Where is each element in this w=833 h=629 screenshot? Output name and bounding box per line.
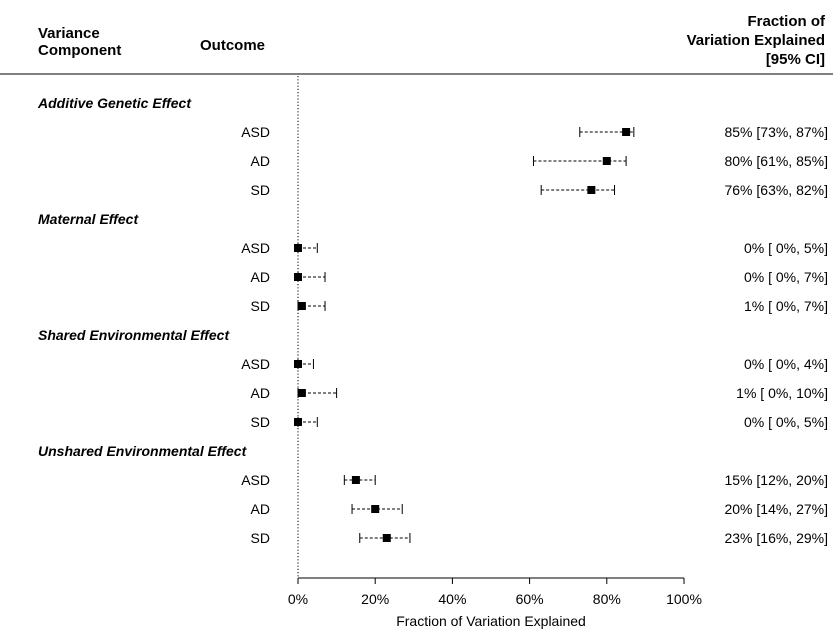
value-label: 0% [ 0%, 5%] [744, 240, 828, 256]
group-label: Additive Genetic Effect [37, 95, 192, 111]
group-label: Unshared Environmental Effect [38, 443, 248, 459]
outcome-label: AD [251, 153, 270, 169]
header-outcome-label: Outcome [200, 37, 265, 54]
value-label: 1% [ 0%, 10%] [736, 385, 828, 401]
x-axis-label: Fraction of Variation Explained [396, 613, 586, 629]
value-label: 20% [14%, 27%] [724, 501, 828, 517]
outcome-label: ASD [241, 356, 270, 372]
table-header: Variance Component Outcome Fraction of V… [38, 13, 826, 68]
outcome-label: AD [251, 501, 270, 517]
point-estimate [382, 534, 391, 542]
value-label: 0% [ 0%, 4%] [744, 356, 828, 372]
x-tick-label: 40% [438, 591, 466, 607]
value-label: 80% [61%, 85%] [724, 153, 828, 169]
x-tick-label: 80% [593, 591, 621, 607]
outcome-label: AD [251, 269, 270, 285]
group-label: Maternal Effect [38, 211, 139, 227]
x-tick-label: 100% [666, 591, 702, 607]
outcome-label: SD [251, 530, 270, 546]
x-tick-label: 0% [288, 591, 308, 607]
value-label: 0% [ 0%, 7%] [744, 269, 828, 285]
outcome-label: AD [251, 385, 270, 401]
value-label: 85% [73%, 87%] [724, 124, 828, 140]
outcome-label: ASD [241, 472, 270, 488]
outcome-label: SD [251, 298, 270, 314]
outcome-label: ASD [241, 240, 270, 256]
point-estimate [294, 360, 302, 368]
group-label: Shared Environmental Effect [38, 327, 230, 343]
value-label: 23% [16%, 29%] [724, 530, 828, 546]
outcome-label: SD [251, 182, 270, 198]
point-estimate [587, 186, 596, 194]
value-label: 0% [ 0%, 5%] [744, 414, 828, 430]
x-tick-label: 20% [361, 591, 389, 607]
point-estimate [602, 157, 611, 165]
header-variance-label: Variance [38, 25, 100, 42]
outcome-label: SD [251, 414, 270, 430]
point-estimate [351, 476, 360, 484]
outcome-label: ASD [241, 124, 270, 140]
value-label: 15% [12%, 20%] [724, 472, 828, 488]
point-estimate [297, 389, 306, 397]
header-ci-label: [95% CI] [766, 51, 825, 68]
point-estimate [294, 418, 302, 426]
x-tick-label: 60% [516, 591, 544, 607]
header-fraction-label: Fraction of [748, 13, 827, 30]
value-label: 76% [63%, 82%] [724, 182, 828, 198]
header-variation-label: Variation Explained [687, 32, 825, 49]
header-component-label: Component [38, 42, 121, 59]
value-label: 1% [ 0%, 7%] [744, 298, 828, 314]
plot-layer: Additive Genetic Effect ASD 85% [73%, 87%]… [37, 76, 828, 629]
point-estimate [294, 273, 302, 281]
point-estimate [297, 302, 306, 310]
point-estimate [371, 505, 380, 513]
point-estimate [294, 244, 302, 252]
point-estimate [622, 128, 631, 136]
